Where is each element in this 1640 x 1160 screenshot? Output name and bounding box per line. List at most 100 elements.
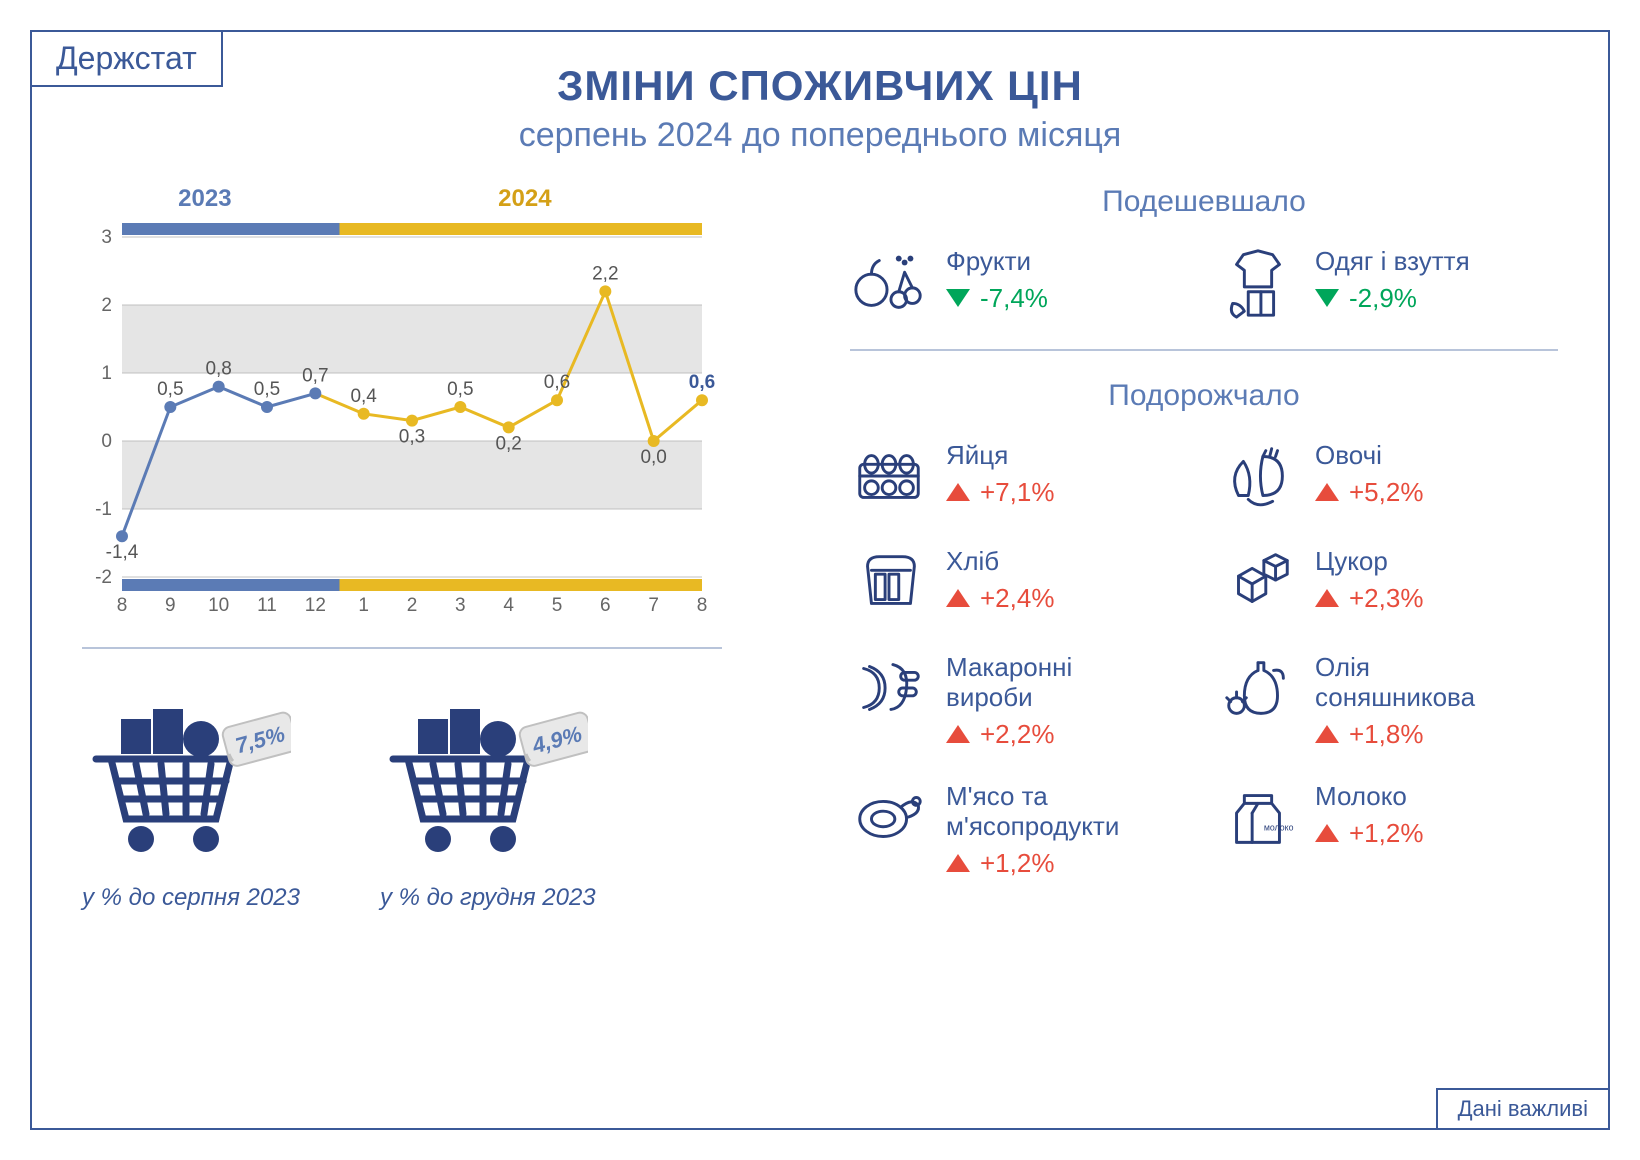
item-value: +7,1%	[980, 477, 1054, 508]
item-label: М'ясо там'ясопродукти	[946, 782, 1119, 842]
svg-text:2: 2	[407, 595, 418, 616]
logo-box: Держстат	[30, 30, 223, 87]
chart-svg: -2-101238910111212345678-1,40,50,80,50,7…	[82, 217, 722, 617]
divider	[82, 647, 722, 649]
svg-text:4: 4	[503, 595, 514, 616]
eggs-icon	[850, 437, 928, 515]
svg-text:3: 3	[101, 227, 112, 248]
trend-up-icon	[1315, 589, 1339, 607]
trend-up-icon	[946, 854, 970, 872]
year-2024-label: 2024	[328, 185, 722, 213]
svg-text:12: 12	[305, 595, 326, 616]
svg-text:0: 0	[101, 431, 112, 452]
trend-down-icon	[1315, 289, 1339, 307]
svg-text:1: 1	[101, 363, 112, 384]
svg-text:0,2: 0,2	[495, 433, 521, 454]
svg-text:молоко: молоко	[1264, 822, 1294, 832]
price-item: Яйця +7,1%	[850, 437, 1189, 515]
svg-text:10: 10	[208, 595, 229, 616]
svg-text:1: 1	[358, 595, 369, 616]
svg-text:0,3: 0,3	[399, 427, 425, 448]
item-label: Фрукти	[946, 247, 1048, 277]
price-item: Хліб +2,4%	[850, 543, 1189, 621]
price-item: Овочі +5,2%	[1219, 437, 1558, 515]
bread-icon	[850, 543, 928, 621]
svg-text:11: 11	[257, 595, 277, 616]
price-item: Фрукти -7,4%	[850, 243, 1189, 321]
fruits-icon	[850, 243, 928, 321]
trend-up-icon	[1315, 483, 1339, 501]
svg-text:7: 7	[648, 595, 659, 616]
price-item: М'ясо там'ясопродукти +1,2%	[850, 778, 1189, 879]
item-value: +2,2%	[980, 719, 1054, 750]
svg-text:2: 2	[101, 295, 112, 316]
svg-text:8: 8	[697, 595, 708, 616]
infographic-frame: Держстат Дані важливі ЗМІНИ СПОЖИВЧИХ ЦІ…	[30, 30, 1610, 1130]
svg-text:0,5: 0,5	[447, 379, 473, 400]
divider	[850, 349, 1558, 351]
oil-icon	[1219, 649, 1297, 727]
item-value: +1,8%	[1349, 719, 1423, 750]
trend-up-icon	[946, 483, 970, 501]
price-item: Макароннівироби +2,2%	[850, 649, 1189, 750]
cart-icon: 4,9%	[388, 709, 588, 859]
cart-icon: 7,5%	[91, 709, 291, 859]
item-label: Цукор	[1315, 547, 1423, 577]
pricier-grid: Яйця +7,1% Овочі +5,2%	[850, 437, 1558, 879]
svg-text:2,2: 2,2	[592, 263, 618, 284]
svg-text:6: 6	[600, 595, 611, 616]
svg-text:-2: -2	[95, 567, 112, 588]
svg-text:5: 5	[552, 595, 563, 616]
svg-text:-1,4: -1,4	[106, 542, 139, 563]
item-label: Одяг і взуття	[1315, 247, 1470, 277]
cart-block-1: 7,5% у % до серпня 2023	[82, 709, 300, 912]
price-item: Одяг і взуття -2,9%	[1219, 243, 1558, 321]
sugar-icon	[1219, 543, 1297, 621]
item-label: Яйця	[946, 441, 1054, 471]
clothes-icon	[1219, 243, 1297, 321]
cart-caption-2: у % до грудня 2023	[380, 884, 596, 912]
pasta-icon	[850, 649, 928, 727]
svg-text:0,7: 0,7	[302, 365, 328, 386]
cheaper-grid: Фрукти -7,4% Одяг і взуття -2,9%	[850, 243, 1558, 321]
svg-text:0,8: 0,8	[205, 359, 231, 380]
item-value: -7,4%	[980, 283, 1048, 314]
item-label: Молоко	[1315, 782, 1423, 812]
item-value: +1,2%	[980, 848, 1054, 879]
svg-text:0,4: 0,4	[350, 386, 377, 407]
meat-icon	[850, 778, 928, 856]
item-value: +5,2%	[1349, 477, 1423, 508]
trend-up-icon	[1315, 725, 1339, 743]
svg-text:0,6: 0,6	[544, 372, 570, 393]
svg-text:8: 8	[117, 595, 128, 616]
svg-text:0,5: 0,5	[254, 379, 280, 400]
milk-icon: молоко	[1219, 778, 1297, 856]
svg-text:0,6: 0,6	[689, 372, 715, 393]
item-label: Хліб	[946, 547, 1054, 577]
svg-text:9: 9	[165, 595, 176, 616]
cart-caption-1: у % до серпня 2023	[82, 884, 300, 912]
price-item: Цукор +2,3%	[1219, 543, 1558, 621]
title-block: ЗМІНИ СПОЖИВЧИХ ЦІН серпень 2024 до попе…	[32, 32, 1608, 155]
svg-text:0,5: 0,5	[157, 379, 183, 400]
line-chart: 2023 2024 -2-101238910111212345678-1,40,…	[82, 185, 722, 617]
trend-up-icon	[1315, 824, 1339, 842]
svg-text:0,0: 0,0	[640, 447, 666, 468]
item-value: -2,9%	[1349, 283, 1417, 314]
item-label: Оліясоняшникова	[1315, 653, 1475, 713]
item-label: Макароннівироби	[946, 653, 1072, 713]
title-main: ЗМІНИ СПОЖИВЧИХ ЦІН	[32, 62, 1608, 110]
pricier-title: Подорожчало	[850, 379, 1558, 413]
cheaper-title: Подешевшало	[850, 185, 1558, 219]
item-value: +1,2%	[1349, 818, 1423, 849]
trend-down-icon	[946, 289, 970, 307]
trend-up-icon	[946, 725, 970, 743]
price-item: молоко Молоко +1,2%	[1219, 778, 1558, 879]
cart-block-2: 4,9% у % до грудня 2023	[380, 709, 596, 912]
svg-text:3: 3	[455, 595, 466, 616]
footer-box: Дані важливі	[1436, 1088, 1610, 1130]
vegetables-icon	[1219, 437, 1297, 515]
item-value: +2,4%	[980, 583, 1054, 614]
price-item: Оліясоняшникова +1,8%	[1219, 649, 1558, 750]
item-label: Овочі	[1315, 441, 1423, 471]
